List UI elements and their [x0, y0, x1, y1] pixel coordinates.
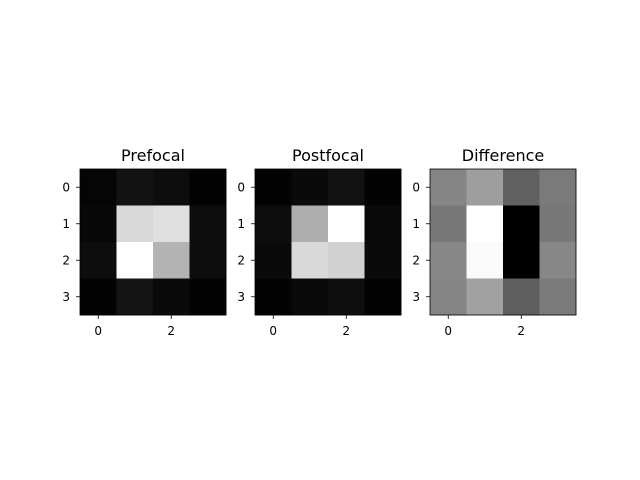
x-tick-label: 0: [94, 324, 102, 338]
panel-title: Postfocal: [292, 146, 364, 165]
y-tick-label: 3: [412, 290, 420, 304]
heatmap-cell: [153, 278, 190, 316]
heatmap-cell: [466, 242, 504, 279]
heatmap-cell: [503, 278, 540, 316]
heatmap-cell: [255, 169, 292, 206]
heatmap-cell: [291, 278, 329, 316]
heatmap-cell: [539, 242, 577, 279]
y-tick-label: 0: [237, 180, 245, 194]
heatmap-cell: [430, 278, 467, 316]
axes-frame: [79, 168, 227, 316]
heatmap-cell: [466, 278, 504, 316]
heatmap-cell: [430, 169, 467, 206]
heatmap-cell: [430, 242, 467, 279]
heatmap-cell: [364, 205, 402, 243]
heatmap-cell: [291, 169, 329, 206]
y-tick-label: 3: [237, 290, 245, 304]
y-tick-label: 2: [412, 253, 420, 267]
heatmap-cell: [466, 205, 504, 243]
heatmap-cell: [189, 205, 227, 243]
y-tick-label: 0: [412, 180, 420, 194]
heatmap-cell: [189, 278, 227, 316]
heatmap-cell: [80, 205, 117, 243]
y-tick-label: 1: [62, 217, 70, 231]
heatmap-cell: [364, 242, 402, 279]
y-tick-label: 0: [62, 180, 70, 194]
x-tick-label: 0: [444, 324, 452, 338]
heatmap-cell: [291, 205, 329, 243]
heatmap-panel-postfocal: Postfocal 0 1 2 3 0 2: [237, 146, 402, 338]
heatmap-cell: [364, 278, 402, 316]
axes-frame: [429, 168, 577, 316]
heatmap-panel-difference: Difference 0 1 2 3 0 2: [412, 146, 577, 338]
heatmap-cell: [328, 278, 365, 316]
heatmap-cell: [328, 169, 365, 206]
heatmap-cell: [116, 242, 154, 279]
heatmap-panel-prefocal: Prefocal 0 1 2 3 0 2: [62, 146, 227, 338]
y-tick-label: 2: [62, 253, 70, 267]
heatmap-cell: [539, 278, 577, 316]
heatmap-cell: [80, 242, 117, 279]
heatmap-cell: [255, 278, 292, 316]
heatmap-cell: [189, 242, 227, 279]
heatmap-cell: [255, 205, 292, 243]
heatmap-cell: [539, 205, 577, 243]
panel-title: Difference: [462, 146, 544, 165]
heatmap-cell: [503, 169, 540, 206]
panel-title: Prefocal: [121, 146, 185, 165]
heatmap-cell: [503, 242, 540, 279]
heatmap-cell: [466, 169, 504, 206]
heatmap-cell: [80, 278, 117, 316]
x-tick-label: 2: [342, 324, 350, 338]
heatmap-cell: [116, 205, 154, 243]
y-tick-label: 1: [412, 217, 420, 231]
heatmap-cell: [80, 169, 117, 206]
heatmap-cell: [539, 169, 577, 206]
heatmap-cell: [153, 242, 190, 279]
heatmap-cell: [116, 278, 154, 316]
heatmap-cell: [328, 242, 365, 279]
heatmap-cell: [291, 242, 329, 279]
heatmap-cell: [430, 205, 467, 243]
y-tick-label: 3: [62, 290, 70, 304]
y-tick-label: 2: [237, 253, 245, 267]
heatmap-cell: [503, 205, 540, 243]
heatmap-cell: [189, 169, 227, 206]
axes-frame: [254, 168, 402, 316]
x-tick-label: 0: [269, 324, 277, 338]
heatmap-cell: [153, 205, 190, 243]
heatmap-cell: [116, 169, 154, 206]
heatmap-cell: [328, 205, 365, 243]
heatmap-cell: [153, 169, 190, 206]
x-tick-label: 2: [167, 324, 175, 338]
x-tick-label: 2: [517, 324, 525, 338]
y-tick-label: 1: [237, 217, 245, 231]
heatmap-cell: [364, 169, 402, 206]
heatmap-cell: [255, 242, 292, 279]
